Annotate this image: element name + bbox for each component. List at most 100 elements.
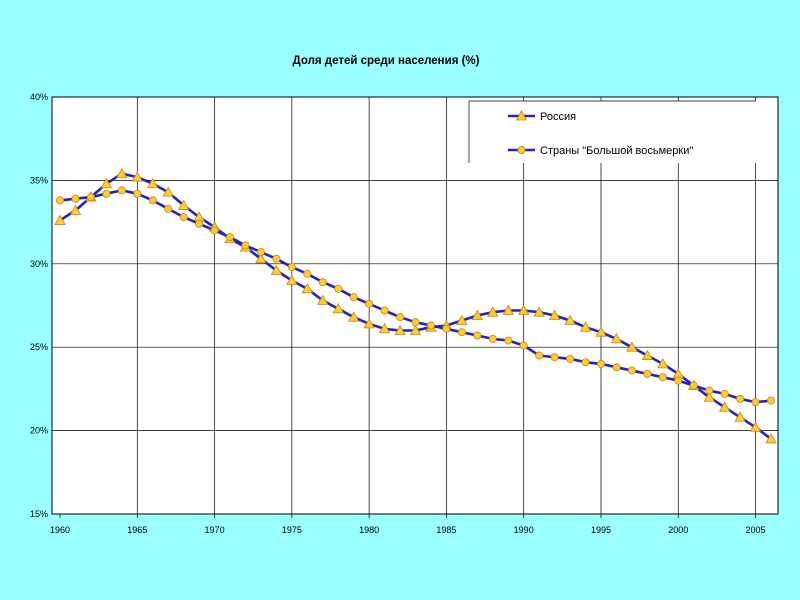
data-point: [147, 177, 159, 189]
x-tick-label: 1990: [514, 525, 534, 535]
x-tick-label: 1975: [282, 525, 302, 535]
data-point: [488, 334, 497, 343]
data-point: [270, 264, 283, 275]
data-point: [502, 304, 514, 315]
data-point: [767, 396, 776, 405]
data-point: [363, 318, 375, 329]
data-point: [596, 359, 605, 368]
legend-marker-1: [515, 110, 528, 121]
data-point: [396, 313, 405, 322]
data-point: [473, 331, 482, 340]
data-point: [102, 189, 111, 198]
data-point: [471, 309, 484, 320]
data-point: [627, 366, 636, 375]
y-tick-label: 20%: [30, 426, 48, 436]
data-point: [332, 303, 344, 314]
data-point: [736, 394, 745, 403]
series-2: [56, 186, 776, 407]
data-point: [564, 314, 576, 325]
data-point: [751, 398, 760, 407]
data-point: [226, 233, 235, 242]
series-lines: [54, 167, 777, 444]
data-point: [347, 311, 360, 322]
data-point: [162, 186, 174, 197]
data-point: [610, 333, 623, 344]
x-tick-label: 2005: [746, 525, 766, 535]
data-point: [409, 324, 422, 335]
data-point: [535, 351, 544, 360]
data-point: [689, 381, 698, 390]
data-point: [195, 219, 204, 228]
data-point: [643, 369, 652, 378]
legend-label-2: Страны "Большой восьмерки": [540, 145, 693, 157]
plot-area: [51, 96, 779, 515]
y-tick-label: 40%: [30, 92, 48, 102]
data-point: [378, 323, 391, 334]
data-point: [318, 278, 327, 287]
data-point: [626, 341, 638, 352]
x-tick-label: 2000: [668, 525, 688, 535]
data-point: [365, 299, 374, 308]
data-point: [518, 304, 530, 315]
data-point: [504, 336, 513, 345]
data-point: [581, 358, 590, 367]
data-point: [566, 354, 575, 363]
data-point: [533, 306, 545, 317]
data-point: [301, 282, 313, 294]
data-point: [334, 284, 343, 293]
data-point: [734, 411, 746, 422]
x-tick-label: 1980: [359, 525, 379, 535]
data-point: [56, 196, 65, 205]
data-point: [380, 306, 389, 315]
data-point: [117, 186, 126, 195]
data-point: [457, 328, 466, 337]
data-point: [426, 321, 435, 330]
data-point: [720, 389, 729, 398]
data-point: [286, 274, 298, 285]
x-tick-label: 1995: [591, 525, 611, 535]
data-point: [658, 373, 667, 382]
y-tick-label: 30%: [30, 259, 48, 269]
data-point: [442, 324, 451, 333]
data-point: [718, 401, 731, 412]
data-point: [131, 171, 143, 182]
x-tick-label: 1985: [436, 525, 456, 535]
data-point: [641, 349, 654, 360]
data-point: [86, 193, 95, 202]
data-point: [210, 226, 219, 235]
data-point: [241, 241, 250, 250]
data-point: [256, 248, 265, 257]
chart-title: Доля детей среди населения (%): [293, 55, 480, 67]
data-point: [148, 196, 157, 205]
data-point: [749, 421, 762, 432]
data-point: [411, 318, 420, 327]
y-tick-label: 15%: [30, 509, 48, 519]
data-point: [272, 254, 281, 263]
legend-label-1: Россия: [540, 111, 576, 123]
data-point: [703, 391, 715, 402]
data-point: [579, 321, 592, 332]
data-point: [765, 433, 777, 444]
data-point: [71, 194, 80, 203]
data-point: [54, 214, 66, 225]
data-point: [179, 213, 188, 222]
data-point: [287, 263, 296, 272]
legend-box: [469, 101, 756, 163]
data-point: [116, 167, 128, 179]
data-point: [100, 177, 113, 189]
data-point: [657, 358, 669, 369]
data-point: [69, 204, 82, 215]
data-point: [255, 252, 267, 264]
legend: Россия Страны "Большой восьмерки": [468, 100, 756, 163]
data-point: [303, 269, 312, 278]
x-tick-label: 1970: [205, 525, 225, 535]
x-tick-label: 1965: [127, 525, 147, 535]
y-axis-ticks: 15% 20% 25% 30% 35% 40%: [30, 92, 48, 519]
data-point: [349, 293, 358, 302]
x-tick-label: 1960: [50, 525, 70, 535]
x-axis-ticks: 1960 1965 1970 1975 1980 1985 1990 1995 2000 2005: [50, 514, 766, 535]
data-point: [595, 326, 607, 337]
data-point: [612, 363, 621, 372]
data-point: [548, 309, 561, 320]
